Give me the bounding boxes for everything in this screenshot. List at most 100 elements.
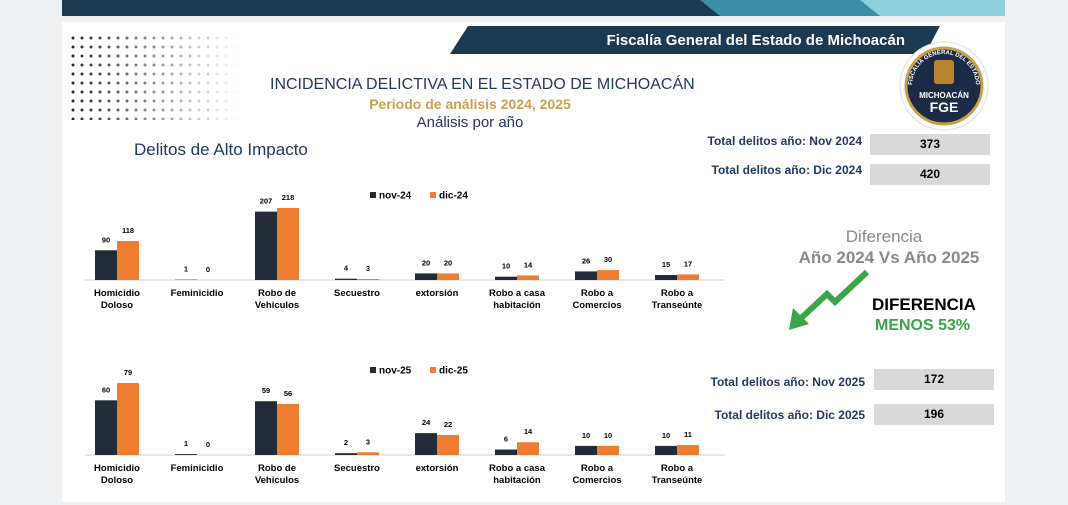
bar bbox=[655, 446, 677, 455]
total-label: Total delitos año: Dic 2024 bbox=[602, 163, 862, 177]
value-label: 4 bbox=[344, 264, 349, 273]
value-label: 14 bbox=[524, 427, 533, 436]
x-tick-label: Robo a Transeúnte bbox=[638, 288, 716, 312]
bar bbox=[95, 400, 117, 455]
comparison-subtitle: Año 2024 Vs Año 2025 bbox=[784, 248, 994, 268]
value-label: 10 bbox=[604, 431, 612, 440]
value-label: 1 bbox=[184, 265, 188, 274]
value-label: 30 bbox=[604, 255, 612, 264]
x-tick-label: Secuestro bbox=[318, 463, 396, 475]
bar bbox=[495, 450, 517, 455]
difference-result: MENOS 53% bbox=[875, 317, 970, 335]
value-label: 6 bbox=[504, 435, 508, 444]
value-label: 60 bbox=[102, 385, 110, 394]
value-label: 15 bbox=[662, 260, 670, 269]
x-tick-label: Robo a casa habitación bbox=[478, 463, 556, 487]
bar bbox=[415, 433, 437, 455]
value-label: 0 bbox=[206, 265, 210, 274]
value-label: 56 bbox=[284, 389, 292, 398]
value-label: 79 bbox=[124, 368, 132, 377]
value-label: 118 bbox=[122, 226, 134, 235]
difference-label: DIFERENCIA bbox=[872, 295, 976, 315]
bar bbox=[677, 274, 699, 280]
total-value: 373 bbox=[870, 134, 990, 155]
legend-swatch bbox=[430, 367, 436, 373]
top-stripe bbox=[0, 0, 1068, 22]
x-tick-label: Robo de Vehiculos bbox=[238, 463, 316, 487]
total-value: 196 bbox=[874, 404, 994, 425]
logo-acronym: FGE bbox=[930, 99, 959, 115]
x-tick-label: Robo de Vehiculos bbox=[238, 288, 316, 312]
subtitle: Periodo de análisis 2024, 2025 bbox=[270, 96, 670, 112]
value-label: 90 bbox=[102, 235, 110, 244]
x-tick-label: Feminicidio bbox=[158, 288, 236, 300]
value-label: 0 bbox=[206, 440, 210, 449]
total-value: 420 bbox=[870, 164, 990, 185]
x-tick-label: Feminicidio bbox=[158, 463, 236, 475]
value-label: 3 bbox=[366, 264, 370, 273]
subtitle2: Análisis por año bbox=[270, 114, 670, 131]
title: INCIDENCIA DELICTIVA EN EL ESTADO DE MIC… bbox=[270, 76, 670, 94]
bar bbox=[357, 452, 379, 455]
bar bbox=[517, 275, 539, 280]
down-arrow bbox=[785, 268, 870, 333]
bar bbox=[597, 270, 619, 280]
page: Fiscalía General del Estado de Michoacán… bbox=[0, 0, 1068, 493]
value-label: 1 bbox=[184, 439, 188, 448]
bar bbox=[575, 271, 597, 280]
value-label: 3 bbox=[366, 437, 370, 446]
total-label: Total delitos año: Nov 2024 bbox=[602, 134, 862, 148]
bar bbox=[175, 454, 197, 455]
bar bbox=[95, 250, 117, 280]
bar bbox=[655, 275, 677, 280]
bar bbox=[357, 279, 379, 280]
x-tick-label: Robo a Comercios bbox=[558, 463, 636, 487]
value-label: 2 bbox=[344, 438, 348, 447]
legend-label: dic-25 bbox=[439, 366, 468, 377]
value-label: 10 bbox=[662, 431, 670, 440]
bar bbox=[677, 445, 699, 455]
legend-swatch bbox=[430, 192, 436, 198]
value-label: 10 bbox=[502, 262, 510, 271]
legend-label: nov-24 bbox=[379, 191, 412, 202]
x-tick-label: Robo a Transeúnte bbox=[638, 463, 716, 487]
x-tick-label: Homicidio Doloso bbox=[78, 463, 156, 487]
bar bbox=[437, 435, 459, 455]
bar bbox=[437, 273, 459, 280]
logo: FISCALÍA GENERAL DEL ESTADO MICHOACÁN FG… bbox=[898, 40, 990, 132]
bar bbox=[255, 401, 277, 455]
value-label: 20 bbox=[444, 258, 452, 267]
dot-pattern bbox=[70, 35, 240, 120]
bar bbox=[335, 279, 357, 280]
x-tick-label: Homicidio Doloso bbox=[78, 288, 156, 312]
value-label: 218 bbox=[282, 193, 295, 202]
comparison-title: Diferencia bbox=[784, 227, 984, 247]
value-label: 11 bbox=[684, 430, 692, 439]
banner: Fiscalía General del Estado de Michoacán bbox=[450, 26, 940, 54]
bar bbox=[575, 446, 597, 455]
bar bbox=[117, 241, 139, 280]
bar bbox=[255, 212, 277, 280]
x-tick-label: Robo a Comercios bbox=[558, 288, 636, 312]
value-label: 20 bbox=[422, 258, 430, 267]
value-label: 24 bbox=[422, 418, 431, 427]
bar bbox=[277, 404, 299, 455]
value-label: 14 bbox=[524, 260, 533, 269]
bar bbox=[517, 442, 539, 455]
total-value: 172 bbox=[874, 369, 994, 390]
bar bbox=[335, 453, 357, 455]
bar bbox=[495, 277, 517, 280]
legend-label: nov-25 bbox=[379, 366, 412, 377]
value-label: 10 bbox=[582, 431, 590, 440]
bar bbox=[117, 383, 139, 455]
legend-swatch bbox=[370, 367, 376, 373]
x-tick-label: Secuestro bbox=[318, 288, 396, 300]
bar bbox=[415, 273, 437, 280]
legend-label: dic-24 bbox=[439, 191, 468, 202]
banner-text: Fiscalía General del Estado de Michoacán bbox=[607, 32, 905, 49]
value-label: 59 bbox=[262, 386, 270, 395]
